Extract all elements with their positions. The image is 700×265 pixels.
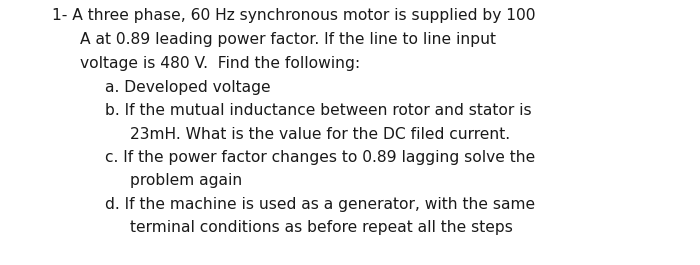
Text: voltage is 480 V.  Find the following:: voltage is 480 V. Find the following:	[80, 56, 360, 71]
Text: terminal conditions as before repeat all the steps: terminal conditions as before repeat all…	[130, 220, 512, 236]
Text: problem again: problem again	[130, 174, 242, 188]
Text: b. If the mutual inductance between rotor and stator is: b. If the mutual inductance between roto…	[105, 103, 531, 118]
Text: 23mH. What is the value for the DC filed current.: 23mH. What is the value for the DC filed…	[130, 127, 510, 142]
Text: a. Developed voltage: a. Developed voltage	[105, 80, 271, 95]
Text: A at 0.89 leading power factor. If the line to line input: A at 0.89 leading power factor. If the l…	[80, 32, 496, 47]
Text: 1- A three phase, 60 Hz synchronous motor is supplied by 100: 1- A three phase, 60 Hz synchronous moto…	[52, 8, 536, 23]
Text: c. If the power factor changes to 0.89 lagging solve the: c. If the power factor changes to 0.89 l…	[105, 150, 536, 165]
Text: d. If the machine is used as a generator, with the same: d. If the machine is used as a generator…	[105, 197, 535, 212]
